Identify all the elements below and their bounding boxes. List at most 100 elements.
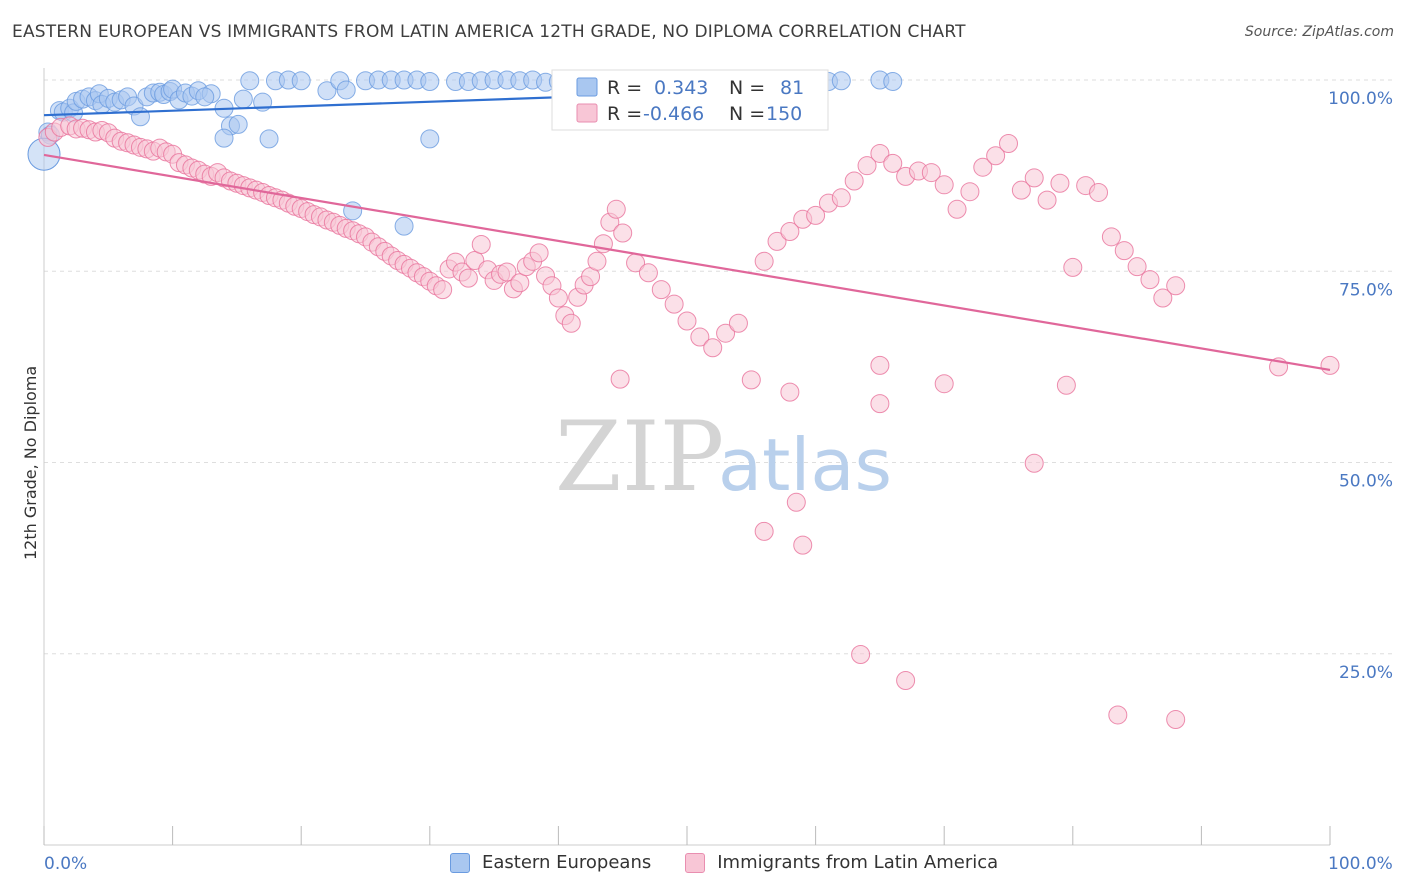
data-point <box>651 280 671 300</box>
y-tick-label: 50.0% <box>1339 472 1393 492</box>
y-tick-label: 75.0% <box>1339 280 1393 300</box>
data-point <box>870 394 890 414</box>
data-point <box>228 114 248 134</box>
data-point <box>1024 453 1044 473</box>
correlation-legend: R = 0.343 N = 81 R = -0.466 N = 150 <box>551 69 829 131</box>
data-point <box>259 129 279 149</box>
data-point <box>510 273 530 293</box>
data-point <box>471 234 491 254</box>
data-point <box>960 182 980 202</box>
data-point <box>851 645 871 665</box>
series-legend: Eastern Europeans Immigrants from Latin … <box>450 852 998 873</box>
legend-swatch-pink <box>576 103 598 123</box>
y-tick-label: 100.0% <box>1328 89 1393 109</box>
data-point <box>934 374 954 394</box>
trend-line-latin-america <box>43 153 1331 372</box>
data-point <box>831 188 851 208</box>
legend-n-value-1: 81 <box>780 77 804 99</box>
data-point <box>420 72 440 92</box>
legend-r-label-1: R = <box>607 77 642 99</box>
data-point <box>934 175 954 195</box>
data-point <box>973 157 993 177</box>
data-point <box>1024 168 1044 188</box>
data-point <box>610 369 630 389</box>
data-point <box>780 221 800 241</box>
data-point <box>548 288 568 308</box>
data-point <box>394 216 414 236</box>
data-point <box>195 87 215 107</box>
data-point <box>433 280 453 300</box>
data-point <box>870 355 890 375</box>
data-point <box>716 323 736 343</box>
data-point <box>587 251 607 271</box>
data-point <box>291 71 311 91</box>
data-point <box>883 153 903 173</box>
legend-n-label-1: N = <box>729 77 765 99</box>
data-point <box>806 205 826 225</box>
data-point <box>999 133 1018 153</box>
data-point <box>1063 257 1083 277</box>
data-point <box>638 263 658 283</box>
legend-swatch-blue <box>576 77 598 97</box>
data-point <box>754 521 774 541</box>
data-point <box>844 171 864 191</box>
data-point <box>986 146 1006 166</box>
data-point <box>780 382 800 402</box>
data-point <box>703 338 723 358</box>
data-point <box>497 262 517 282</box>
data-point <box>786 492 806 512</box>
legend-label-eastern-europeans: Eastern Europeans <box>482 852 652 873</box>
legend-r-value-1: 0.343 <box>654 77 708 99</box>
data-point <box>420 129 440 149</box>
data-point <box>896 671 916 691</box>
data-point <box>754 251 774 271</box>
data-point <box>921 163 941 183</box>
data-point <box>1101 227 1121 247</box>
y-axis-label: 12th Grade, No Diploma <box>21 366 40 560</box>
data-point <box>1127 257 1147 277</box>
gridlines <box>44 79 1392 655</box>
data-point <box>857 156 877 176</box>
data-point <box>1011 180 1031 200</box>
data-point <box>214 128 234 148</box>
data-point <box>465 251 485 271</box>
chart-title: EASTERN EUROPEAN VS IMMIGRANTS FROM LATI… <box>12 22 966 42</box>
data-point <box>690 327 710 347</box>
watermark-atlas: atlas <box>718 423 892 507</box>
data-point <box>1320 355 1340 375</box>
x-tick-label-min: 0.0% <box>44 854 87 874</box>
legend-label-latin-america: Immigrants from Latin America <box>717 852 999 873</box>
data-point <box>1166 276 1186 296</box>
data-point <box>317 81 337 101</box>
data-point <box>130 107 150 127</box>
data-point <box>240 71 260 91</box>
data-point <box>1153 288 1173 308</box>
source-label: Source: ZipAtlas.com <box>1244 24 1394 40</box>
data-point <box>677 311 697 331</box>
data-point <box>561 313 581 333</box>
data-point <box>1089 182 1109 202</box>
data-point <box>741 370 761 390</box>
legend-r-value-2: -0.466 <box>643 103 704 125</box>
y-tick-labels: 25.0% 50.0% 75.0% 100.0% <box>1328 89 1393 683</box>
data-point <box>233 89 253 109</box>
legend-item-eastern-europeans[interactable]: Eastern Europeans <box>450 852 651 873</box>
data-point <box>458 268 478 288</box>
legend-swatch-latin-america <box>685 852 706 873</box>
legend-n-value-2: 150 <box>766 103 802 125</box>
legend-swatch-eastern-europeans <box>450 852 470 873</box>
x-tick-label-max: 100.0% <box>1328 854 1393 874</box>
data-point <box>947 199 967 219</box>
data-point <box>336 80 356 100</box>
data-point <box>613 223 633 243</box>
legend-n-label-2: N = <box>729 103 765 125</box>
data-point <box>664 294 684 314</box>
legend-item-latin-america[interactable]: Immigrants from Latin America <box>685 852 998 873</box>
axes <box>43 68 1331 846</box>
data-point <box>793 535 813 555</box>
data-point <box>1140 270 1160 290</box>
data-point <box>1050 173 1070 193</box>
data-point <box>1037 190 1057 210</box>
data-point <box>728 313 748 333</box>
